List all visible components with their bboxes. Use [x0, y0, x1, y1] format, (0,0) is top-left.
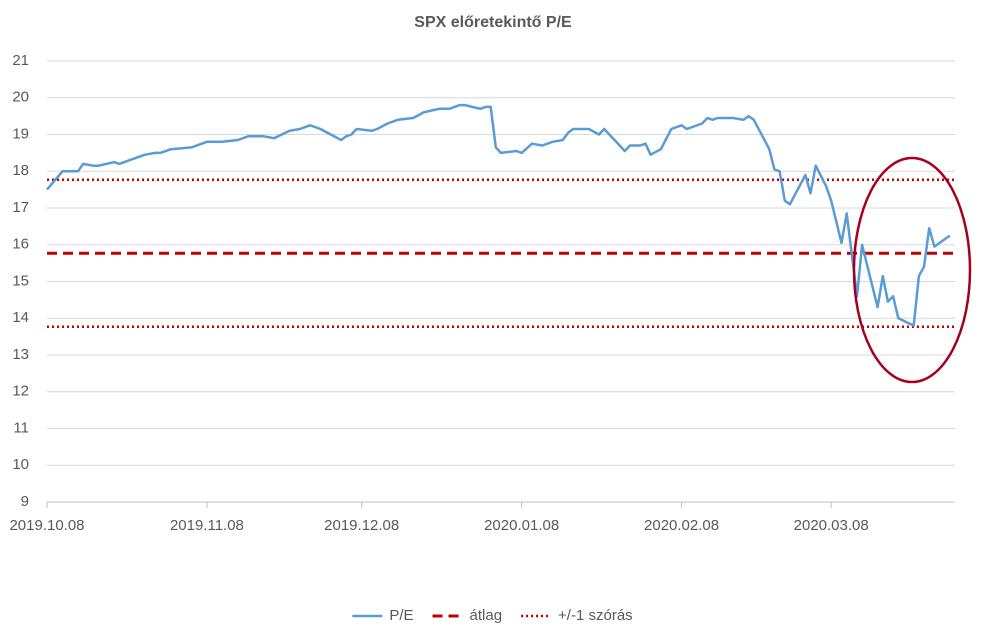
x-tick-label: 2020.01.08 [484, 517, 559, 534]
y-tick-label: 21 [12, 52, 29, 69]
legend-label: átlag [470, 607, 503, 624]
y-tick-label: 9 [21, 493, 29, 510]
x-tick-label: 2019.11.08 [170, 517, 244, 534]
y-tick-label: 19 [12, 125, 29, 142]
chart-title: SPX előretekintő P/E [414, 14, 572, 31]
y-tick-label: 15 [12, 272, 29, 289]
highlight-ellipse [852, 156, 972, 384]
y-tick-label: 18 [12, 162, 29, 179]
y-tick-label: 13 [12, 346, 29, 363]
y-tick-label: 14 [12, 309, 29, 326]
x-tick-label: 2020.03.08 [794, 517, 869, 534]
legend-label: +/-1 szórás [558, 607, 633, 624]
y-tick-label: 12 [12, 383, 29, 400]
data-line [46, 103, 951, 327]
y-tick-label: 11 [13, 419, 29, 436]
x-tick-label: 2020.02.08 [644, 517, 719, 534]
y-tick-label: 17 [12, 199, 29, 216]
x-tick-label: 2019.12.08 [324, 517, 399, 534]
y-tick-label: 20 [12, 89, 29, 106]
y-tick-label: 16 [12, 236, 29, 253]
y-tick-label: 10 [12, 456, 29, 473]
x-tick-label: 2019.10.08 [9, 517, 84, 534]
legend-label: P/E [389, 607, 413, 624]
